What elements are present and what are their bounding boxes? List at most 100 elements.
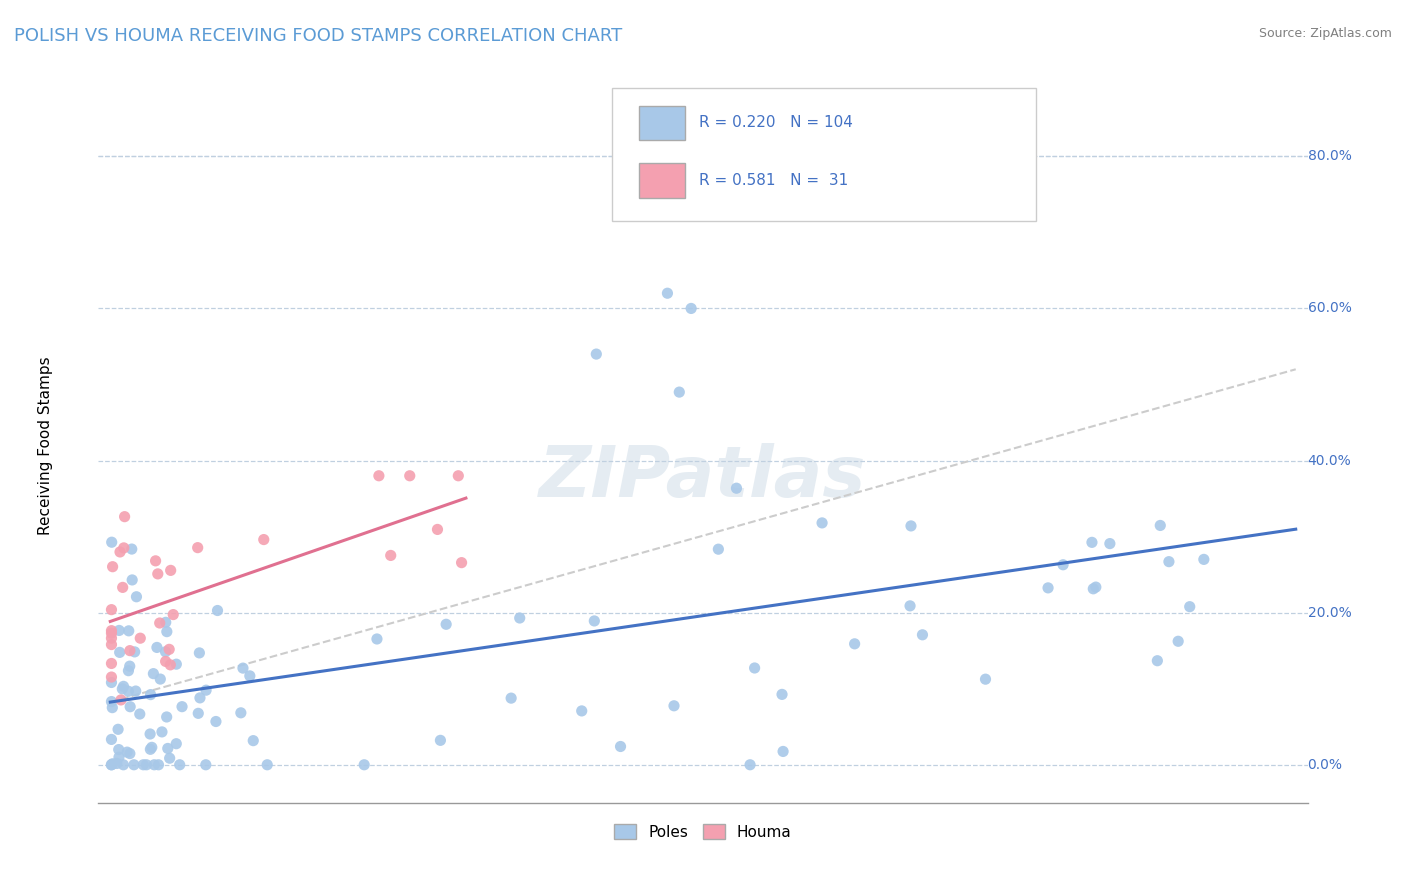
Point [707, 542, 730, 557]
Point [128, 706, 150, 721]
Text: 0.0%: 0.0% [1308, 758, 1343, 772]
Point [380, 549, 402, 563]
Legend: Poles, Houma: Poles, Houma [609, 818, 797, 846]
Point [124, 645, 146, 659]
Point [146, 566, 169, 581]
Point [165, 737, 187, 751]
Point [159, 657, 181, 672]
Text: POLISH VS HOUMA RECEIVING FOOD STAMPS CORRELATION CHART: POLISH VS HOUMA RECEIVING FOOD STAMPS CO… [14, 27, 623, 45]
Point [149, 615, 172, 630]
Point [1084, 580, 1107, 594]
Point [150, 725, 173, 739]
Point [398, 468, 420, 483]
Point [145, 554, 167, 568]
Point [1178, 599, 1201, 614]
Point [1036, 581, 1059, 595]
Point [366, 632, 388, 646]
Point [108, 624, 131, 638]
Point [118, 624, 141, 638]
Point [256, 757, 278, 772]
Point [129, 631, 152, 645]
Text: Source: ZipAtlas.com: Source: ZipAtlas.com [1258, 27, 1392, 40]
Text: Receiving Food Stamps: Receiving Food Stamps [38, 356, 52, 534]
Point [101, 559, 124, 574]
Point [434, 617, 457, 632]
Text: R = 0.581   N =  31: R = 0.581 N = 31 [699, 173, 849, 188]
Point [205, 714, 228, 729]
Point [117, 664, 139, 678]
Point [100, 535, 122, 549]
Point [100, 670, 122, 684]
Point [725, 481, 748, 495]
Point [1098, 536, 1121, 550]
Point [187, 541, 209, 555]
Point [844, 637, 866, 651]
Point [1146, 654, 1168, 668]
Point [253, 533, 276, 547]
Point [101, 700, 124, 714]
Text: 40.0%: 40.0% [1308, 453, 1351, 467]
Point [159, 751, 181, 765]
Point [159, 563, 181, 577]
Point [107, 723, 129, 737]
Point [426, 523, 449, 537]
Point [142, 666, 165, 681]
Point [1081, 535, 1104, 549]
FancyBboxPatch shape [613, 87, 1035, 221]
Point [165, 657, 187, 672]
Point [681, 301, 703, 316]
Point [188, 690, 211, 705]
Point [662, 698, 685, 713]
Point [132, 757, 155, 772]
Point [772, 744, 794, 758]
Point [112, 679, 135, 693]
Point [122, 757, 145, 772]
Point [188, 646, 211, 660]
Point [118, 659, 141, 673]
Point [110, 693, 132, 707]
Point [114, 509, 136, 524]
Point [111, 681, 134, 696]
Point [100, 602, 122, 616]
Point [100, 757, 122, 772]
Text: 20.0%: 20.0% [1308, 606, 1351, 620]
Point [609, 739, 631, 754]
Point [232, 661, 254, 675]
Point [738, 757, 761, 772]
Point [100, 757, 122, 772]
Point [108, 750, 131, 764]
Point [115, 745, 138, 759]
Point [100, 624, 122, 638]
Point [155, 615, 177, 630]
Point [207, 603, 229, 617]
Point [194, 757, 217, 772]
Point [143, 757, 166, 772]
Point [155, 645, 177, 659]
FancyBboxPatch shape [638, 105, 685, 140]
Point [156, 710, 179, 724]
Point [139, 742, 162, 756]
Point [157, 642, 180, 657]
Point [148, 757, 170, 772]
Point [657, 286, 679, 301]
Point [1149, 518, 1171, 533]
Point [911, 628, 934, 642]
Point [118, 747, 141, 761]
Point [1192, 552, 1215, 566]
Point [139, 688, 162, 702]
Point [353, 757, 375, 772]
Point [101, 756, 124, 771]
Point [450, 556, 472, 570]
Point [105, 756, 128, 771]
Point [125, 684, 148, 698]
Point [1157, 555, 1180, 569]
Point [585, 347, 607, 361]
Point [125, 590, 148, 604]
Point [367, 468, 389, 483]
Point [100, 626, 122, 640]
Point [112, 541, 135, 555]
Text: 60.0%: 60.0% [1308, 301, 1351, 316]
Point [155, 655, 177, 669]
Point [429, 733, 451, 747]
Point [149, 672, 172, 686]
